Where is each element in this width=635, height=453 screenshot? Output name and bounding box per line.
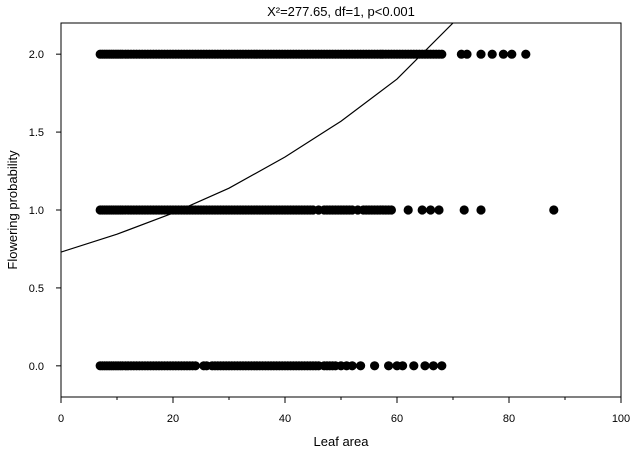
x-tick-label: 100 <box>612 413 630 425</box>
data-point <box>347 361 357 371</box>
x-tick-label: 40 <box>279 413 291 425</box>
data-point <box>386 205 396 215</box>
y-axis-label: Flowering probability <box>5 150 20 270</box>
x-axis: 0 20 40 60 80 100 <box>58 397 630 425</box>
x-tick-label: 20 <box>167 413 179 425</box>
data-point <box>190 361 200 371</box>
data-point <box>462 49 472 59</box>
data-point <box>426 205 436 215</box>
y-tick-label: 0.5 <box>29 283 44 295</box>
y-axis: 0.0 0.5 1.0 1.5 2.0 <box>29 49 61 373</box>
data-point <box>384 361 394 371</box>
data-point <box>403 205 413 215</box>
data-point <box>409 361 419 371</box>
x-tick-label: 60 <box>391 413 403 425</box>
chart-title: X²=277.65, df=1, p<0.001 <box>267 4 415 19</box>
data-point <box>459 205 469 215</box>
y-tick-label: 1.0 <box>29 205 44 217</box>
data-point <box>420 361 430 371</box>
data-point <box>370 361 380 371</box>
data-point <box>487 49 497 59</box>
data-point <box>476 49 486 59</box>
data-point <box>521 49 531 59</box>
data-point <box>398 361 408 371</box>
data-point <box>356 361 366 371</box>
x-tick-label: 0 <box>58 413 64 425</box>
data-point <box>507 49 517 59</box>
data-point <box>428 361 438 371</box>
data-point <box>549 205 559 215</box>
data-point <box>498 49 508 59</box>
fit-curve <box>61 23 454 253</box>
data-point <box>434 205 444 215</box>
y-tick-label: 0.0 <box>29 361 44 373</box>
data-point <box>437 49 447 59</box>
data-point <box>437 361 447 371</box>
x-axis-label: Leaf area <box>314 434 370 449</box>
data-point <box>476 205 486 215</box>
fit-curve-layer <box>61 23 454 253</box>
data-point <box>417 205 427 215</box>
x-tick-label: 80 <box>503 413 515 425</box>
y-tick-label: 1.5 <box>29 127 44 139</box>
data-points-layer <box>95 49 559 371</box>
y-tick-label: 2.0 <box>29 49 44 61</box>
